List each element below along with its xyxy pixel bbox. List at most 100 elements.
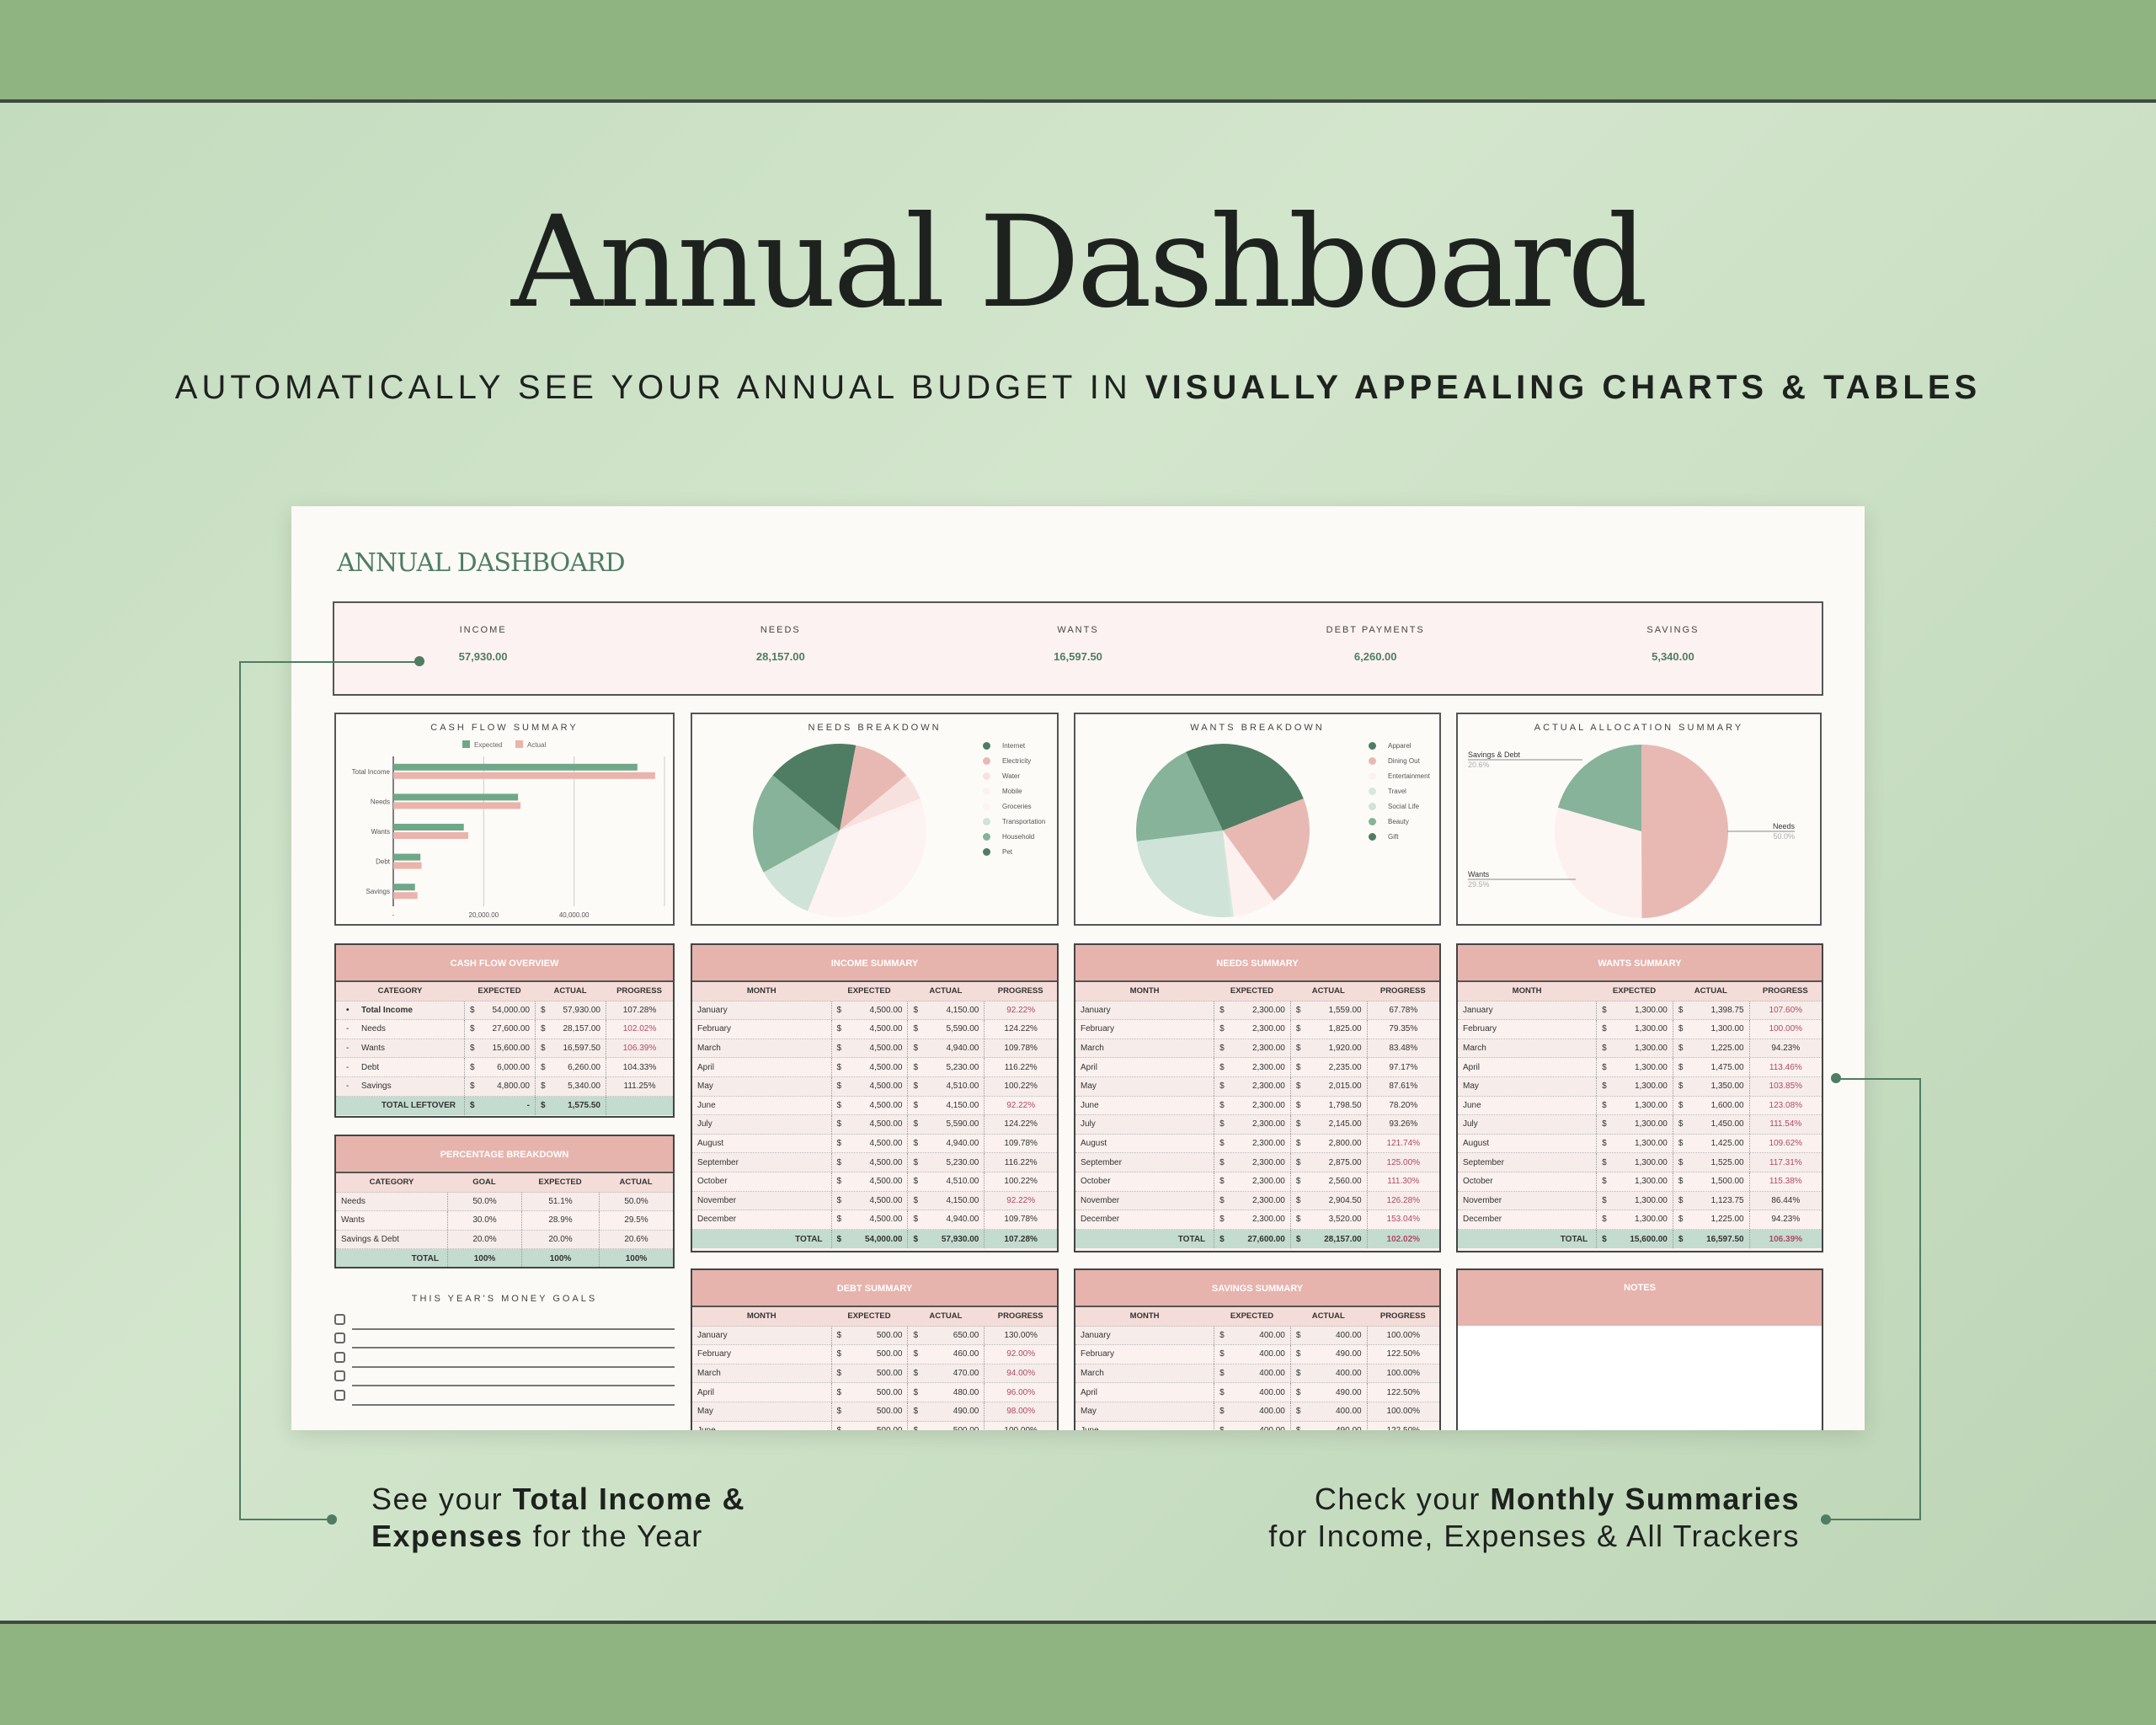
money-cell: $1,450.00 [1672,1115,1749,1134]
money-cell: $500.00 [830,1383,908,1402]
money-cell: $500.00 [830,1364,908,1383]
row-label-text: May [1081,1407,1097,1417]
total-row: TOTAL LEFTOVER $ - $1,575.50 [336,1096,673,1116]
table-row: July $1,300.00 $1,450.00 111.54% [1458,1115,1822,1135]
table-row: March $2,300.00 $1,920.00 83.48% [1075,1039,1439,1059]
value-cell: 94.23% [1748,1210,1822,1229]
currency-symbol: $ [1219,1081,1225,1092]
row-marker: • [346,1005,350,1015]
notes-area[interactable] [1458,1326,1822,1430]
money-cell: $15,600.00 [1596,1229,1673,1249]
row-label-text: January [697,1330,728,1340]
amount: 2,300.00 [1251,1215,1285,1225]
goal-input[interactable] [352,1348,675,1368]
table-header: CATEGORY GOAL EXPECTED ACTUAL [336,1173,673,1193]
value-cell: 98.00% [984,1402,1057,1421]
legend-label: Dining Out [1388,756,1420,765]
currency-symbol: $ [836,1215,842,1225]
row-label-text: April [697,1387,715,1397]
amount: 27,600.00 [492,1024,531,1034]
amount: 1,225.00 [1710,1215,1744,1225]
amount: 1,225.00 [1710,1044,1744,1054]
value-cell: 109.62% [1748,1134,1822,1153]
column-header: EXPECTED [1230,986,1274,996]
goal-input[interactable] [352,1311,675,1330]
goal-input[interactable] [352,1330,675,1348]
money-cell: $4,500.00 [830,1134,908,1153]
currency-symbol: $ [1678,1119,1684,1130]
currency-symbol: $ [1602,1195,1607,1205]
goals-title: THIS YEAR'S MONEY GOALS [411,1294,598,1304]
money-cell: $54,000.00 [830,1229,908,1249]
table-row: Wants 30.0% 28.9% 29.5% [336,1211,673,1231]
currency-symbol: $ [1219,1387,1225,1397]
value-cell: 87.61% [1366,1076,1439,1096]
callout-line-left [239,661,419,1519]
currency-symbol: $ [541,1005,546,1015]
goal-input[interactable] [352,1386,675,1406]
value-cell: 100.00% [1366,1364,1439,1383]
category-label: Savings [366,888,390,895]
goal-checkbox[interactable] [334,1370,345,1381]
table-header: MONTH EXPECTED ACTUAL PROGRESS [1458,982,1822,1001]
money-cell: $490.00 [1289,1383,1367,1402]
amount: 4,500.00 [869,1024,903,1034]
money-cell: $460.00 [907,1345,984,1364]
goal-checkbox[interactable] [334,1332,345,1343]
currency-symbol: $ [1295,1234,1301,1244]
money-cell: $1,300.00 [1672,1020,1749,1039]
currency-symbol: $ [1219,1426,1225,1430]
slice-label: Wants [1468,870,1490,879]
goal-checkbox[interactable] [334,1313,345,1325]
legend-swatch [1369,832,1376,841]
pie-slice-mobile [840,798,922,830]
amount: 28,157.00 [563,1024,601,1034]
table-row: August $4,500.00 $4,940.00 109.78% [692,1134,1057,1154]
amount: 1,300.00 [1634,1024,1668,1034]
column-header: ACTUAL [1311,986,1345,996]
currency-symbol: $ [1678,1081,1684,1092]
table-row: May $4,500.00 $4,510.00 100.22% [692,1076,1057,1097]
value-cell: 153.04% [1366,1210,1439,1229]
value-cell: 50.0% [599,1192,673,1211]
legend-swatch [1369,772,1376,780]
column-header: ACTUAL [619,1178,653,1188]
currency-symbol: $ [836,1387,842,1397]
table-row: June $1,300.00 $1,600.00 123.08% [1458,1096,1822,1116]
goal-checkbox[interactable] [334,1389,345,1401]
currency-symbol: $ [836,1139,842,1149]
bar-actual [393,832,469,839]
currency-symbol: $ [1678,1234,1684,1244]
bar-actual [393,892,418,900]
row-label: January [1075,1331,1214,1340]
pie-slice-pet [772,744,840,830]
value-cell: 124.22% [984,1020,1057,1039]
currency-symbol: $ [1678,1157,1684,1167]
row-label-text: September [1463,1157,1504,1167]
currency-symbol: $ [1219,1024,1225,1034]
row-label: Wants [336,1215,447,1225]
goal-input[interactable] [352,1368,675,1386]
bar-actual [393,862,422,869]
column-header: PROGRESS [1762,986,1808,996]
money-cell: $400.00 [1214,1345,1290,1364]
money-goals: THIS YEAR'S MONEY GOALS [334,1294,675,1406]
money-cell: $5,590.00 [907,1020,984,1039]
currency-symbol: $ [913,1234,919,1244]
money-cell: $57,930.00 [535,1001,606,1020]
amount: 400.00 [1259,1407,1285,1417]
money-cell: $2,145.00 [1289,1115,1367,1134]
table-row: April $4,500.00 $5,230.00 116.22% [692,1058,1057,1077]
currency-symbol: $ [1602,1024,1607,1034]
amount: 470.00 [953,1369,979,1379]
row-label-text: October [1081,1177,1111,1187]
amount: 4,510.00 [946,1177,979,1187]
legend-swatch [1369,802,1376,810]
legend-swatch [515,740,523,748]
percentage-breakdown-table: PERCENTAGE BREAKDOWN CATEGORY GOAL EXPECTED… [334,1135,675,1268]
column-header: EXPECTED [1230,1311,1274,1322]
goal-checkbox[interactable] [334,1351,345,1363]
money-cell: $4,510.00 [907,1172,984,1191]
money-cell: $1,398.75 [1672,1001,1749,1020]
total-row: TOTAL 100% 100% 100% [336,1249,673,1267]
